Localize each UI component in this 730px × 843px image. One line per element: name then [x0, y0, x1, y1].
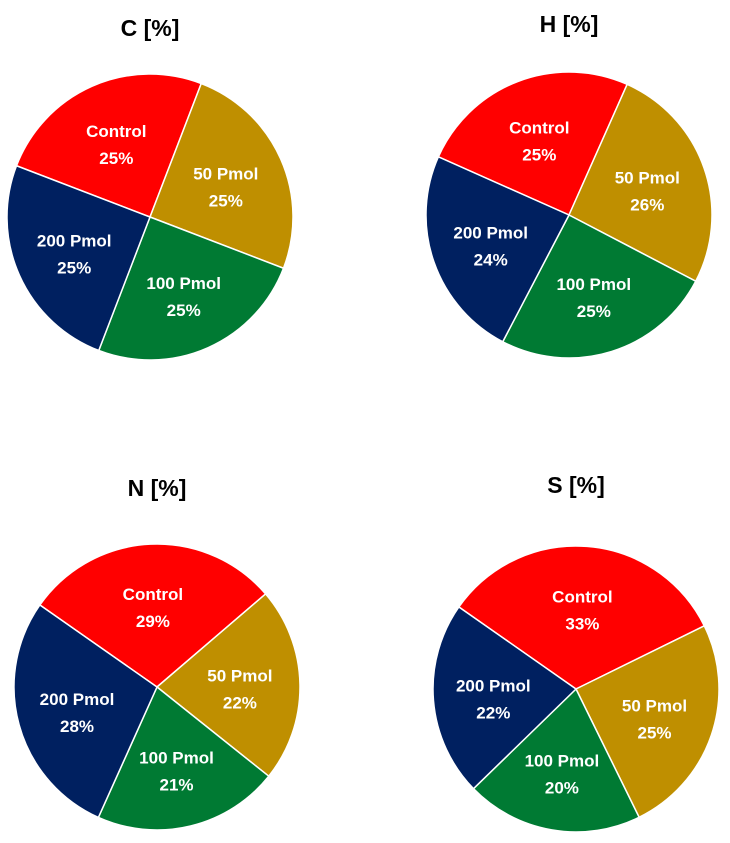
slice-category-label: 200 Pmol	[456, 677, 531, 696]
pie-c-label-50-pmol: 50 Pmol 25%	[193, 164, 258, 210]
pie-c-slice-100-pmol	[97, 216, 285, 361]
pie-n-slice-control	[38, 543, 267, 688]
chart-title-c: C [%]	[121, 15, 180, 41]
pie-n-label-200-pmol: 200 Pmol 28%	[40, 690, 115, 736]
slice-category-label: 50 Pmol	[193, 164, 258, 183]
slice-category-label: 200 Pmol	[40, 690, 115, 709]
pie-s-label-50-pmol: 50 Pmol 25%	[622, 697, 687, 743]
pie-n-label-100-pmol: 100 Pmol 21%	[139, 749, 214, 795]
slice-category-label: 200 Pmol	[453, 223, 528, 242]
pie-chart-c: C [%] Control 25%50 Pmol 25%100 Pmol 25%200…	[6, 15, 294, 361]
slice-value-label: 25%	[167, 301, 201, 320]
slice-category-label: Control	[123, 585, 183, 604]
slice-value-label: 25%	[57, 259, 91, 278]
pie-c-label-100-pmol: 100 Pmol 25%	[146, 274, 221, 320]
slice-category-label: 100 Pmol	[556, 275, 631, 294]
slice-value-label: 21%	[159, 776, 193, 795]
pie-s-label-200-pmol: 200 Pmol 22%	[456, 677, 531, 723]
pie-h-label-200-pmol: 200 Pmol 24%	[453, 223, 528, 269]
pie-h-label-50-pmol: 50 Pmol 26%	[615, 169, 680, 215]
slice-value-label: 22%	[476, 704, 510, 723]
slice-value-label: 24%	[474, 250, 508, 269]
pie-h-label-control: Control 25%	[509, 119, 569, 165]
slice-value-label: 28%	[60, 717, 94, 736]
pie-s-slice-50-pmol	[574, 624, 720, 819]
slice-value-label: 20%	[545, 779, 579, 798]
slice-category-label: Control	[552, 587, 612, 606]
pie-chart-n: N [%] Control 29% 50 Pmol 22% 100 Pmol 21% 200…	[13, 475, 301, 831]
slice-category-label: 50 Pmol	[622, 697, 687, 716]
pie-n-label-50-pmol: 50 Pmol 22%	[207, 667, 272, 713]
slice-value-label: 25%	[637, 724, 671, 743]
slice-value-label: 25%	[99, 149, 133, 168]
pie-h-slice-50-pmol	[568, 83, 713, 283]
pie-s-label-100-pmol: 100 Pmol 20%	[525, 752, 600, 798]
slice-category-label: 100 Pmol	[146, 274, 221, 293]
slice-value-label: 29%	[136, 612, 170, 631]
slice-category-label: 50 Pmol	[615, 169, 680, 188]
pie-chart-h: H [%] Control 25% 50 Pmol 26% 100 Pmol 25% 200…	[425, 11, 713, 359]
pie-h-label-100-pmol: 100 Pmol 25%	[556, 275, 631, 321]
slice-value-label: 33%	[565, 614, 599, 633]
pie-chart-s: S [%] Control 33% 50 Pmol 25% 100 Pmol 20% 200…	[432, 472, 720, 833]
pie-c-label-200-pmol: 200 Pmol 25%	[37, 232, 112, 278]
pie-n-slice-200-pmol	[13, 603, 158, 819]
slice-category-label: Control	[86, 122, 146, 141]
pie-s-label-control: Control 33%	[552, 587, 612, 633]
pie-s-slice-200-pmol	[432, 605, 578, 790]
slice-category-label: Control	[509, 119, 569, 138]
pie-h-slice-200-pmol	[425, 155, 571, 343]
slice-category-label: 100 Pmol	[525, 752, 600, 771]
pie-c-slice-50-pmol	[149, 82, 294, 270]
pie-c-slice-control	[15, 73, 203, 218]
slice-value-label: 26%	[630, 196, 664, 215]
pie-s-slice-control	[457, 545, 706, 690]
pie-n-label-control: Control 29%	[123, 585, 183, 631]
slice-value-label: 25%	[577, 302, 611, 321]
chart-title-n: N [%]	[128, 475, 187, 501]
slice-value-label: 22%	[223, 694, 257, 713]
pie-h-slice-control	[437, 71, 629, 216]
slice-category-label: 100 Pmol	[139, 749, 214, 768]
pie-c-label-control: Control 25%	[86, 122, 146, 168]
pie-c-slice-200-pmol	[6, 164, 151, 352]
slice-value-label: 25%	[522, 146, 556, 165]
pie-n-slice-50-pmol	[155, 592, 301, 778]
slice-category-label: 50 Pmol	[207, 667, 272, 686]
slice-value-label: 25%	[209, 191, 243, 210]
pie-s-slice-100-pmol	[472, 687, 641, 833]
chart-title-h: H [%]	[540, 11, 599, 37]
slice-category-label: 200 Pmol	[37, 232, 112, 251]
chart-title-s: S [%]	[547, 472, 605, 498]
